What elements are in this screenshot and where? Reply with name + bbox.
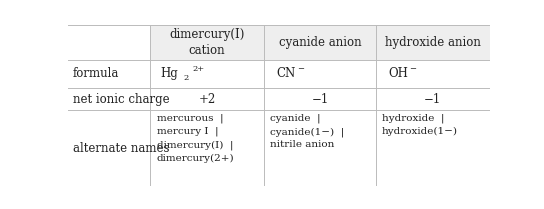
- Bar: [264, 88, 376, 110]
- Text: hydroxide anion: hydroxide anion: [385, 36, 480, 49]
- Text: −1: −1: [424, 93, 441, 106]
- Bar: [68, 110, 150, 186]
- Text: dimercury(I)
cation: dimercury(I) cation: [169, 28, 245, 57]
- Text: mercurous  |
mercury I  |
dimercury(I)  |
dimercury(2+): mercurous | mercury I | dimercury(I) | d…: [157, 114, 234, 163]
- Text: CN: CN: [277, 67, 296, 80]
- Text: cyanide  |
cyanide(1−)  |
nitrile anion: cyanide | cyanide(1−) | nitrile anion: [270, 114, 344, 149]
- Text: net ionic charge: net ionic charge: [73, 93, 170, 106]
- Text: −1: −1: [311, 93, 329, 106]
- Text: Hg: Hg: [161, 67, 178, 80]
- Bar: [150, 60, 264, 88]
- Bar: [150, 110, 264, 186]
- Bar: [150, 88, 264, 110]
- Text: −: −: [409, 65, 416, 73]
- Bar: [376, 25, 490, 60]
- Bar: [376, 60, 490, 88]
- Text: −: −: [297, 65, 304, 73]
- Text: formula: formula: [73, 67, 120, 80]
- Bar: [264, 110, 376, 186]
- Bar: [264, 60, 376, 88]
- Bar: [376, 88, 490, 110]
- Bar: [376, 110, 490, 186]
- Text: hydroxide  |
hydroxide(1−): hydroxide | hydroxide(1−): [382, 114, 458, 136]
- Text: 2+: 2+: [193, 65, 205, 73]
- Text: OH: OH: [388, 67, 409, 80]
- Bar: [68, 60, 150, 88]
- Bar: [150, 25, 264, 60]
- Text: +2: +2: [199, 93, 216, 106]
- Text: 2: 2: [184, 74, 189, 82]
- Bar: [68, 88, 150, 110]
- Text: cyanide anion: cyanide anion: [279, 36, 361, 49]
- Text: alternate names: alternate names: [73, 142, 170, 155]
- Bar: [264, 25, 376, 60]
